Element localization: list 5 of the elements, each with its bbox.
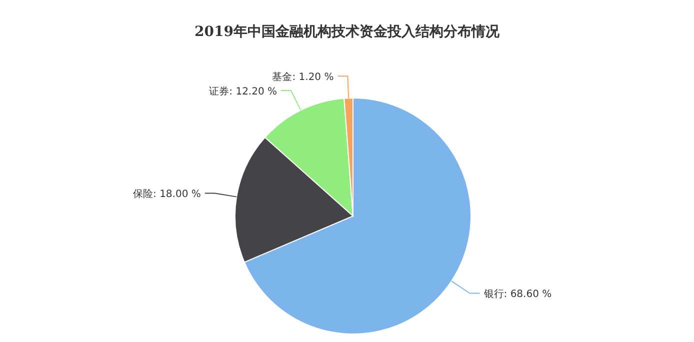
slice-label: 基金: 1.20 %	[272, 71, 334, 84]
chart-title: 2019年中国金融机构技术资金投入结构分布情况	[194, 24, 500, 40]
slice-label: 银行: 68.60 %	[482, 289, 552, 300]
slice-label: 证券: 12.20 %	[209, 85, 278, 98]
slice-label: 保险: 18.00 %	[133, 188, 201, 200]
